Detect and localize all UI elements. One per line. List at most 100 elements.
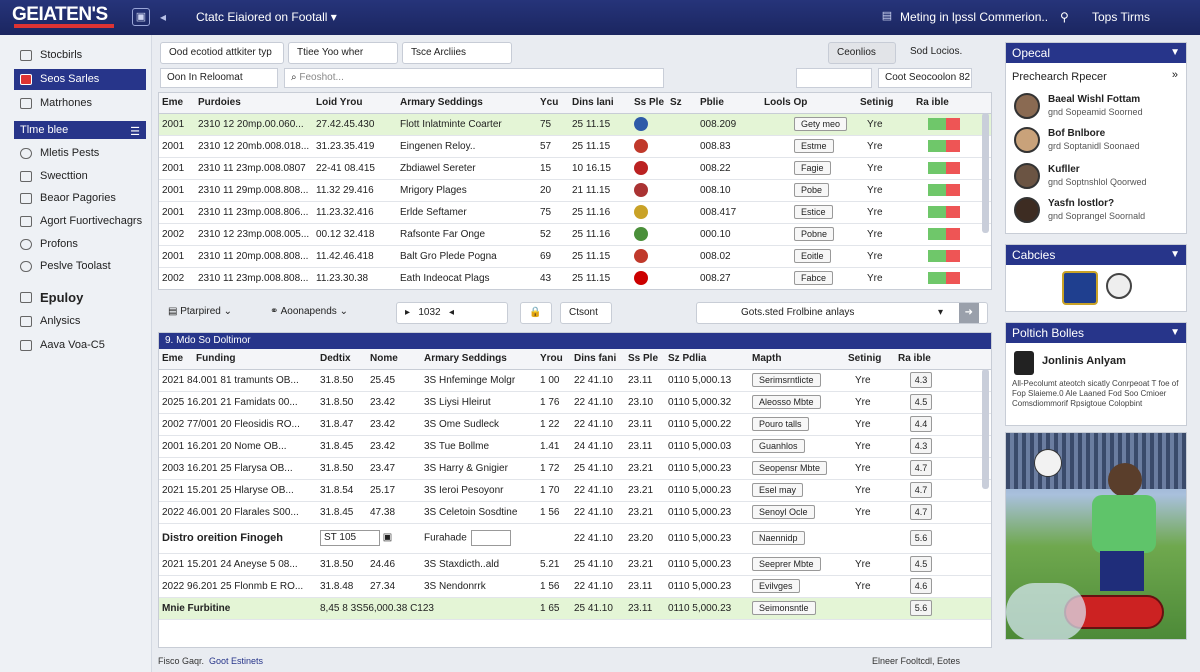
ratio-bar[interactable]	[928, 140, 960, 152]
top-right-link[interactable]: Tops Tirms	[1092, 10, 1151, 24]
col-header[interactable]: Sz Pdlia	[665, 349, 749, 370]
table-row[interactable]: 2025 16.201 21 Famidats 00... 31.8.50 23.4…	[159, 391, 991, 414]
col-header[interactable]: Ss Ple	[631, 93, 667, 114]
calendar-icon[interactable]: ▣	[380, 532, 393, 543]
col-header[interactable]: Eme	[159, 93, 195, 114]
row-action-button[interactable]: Guanhlos	[752, 439, 805, 453]
window-icon[interactable]: ▣	[132, 8, 150, 26]
sidebar-item-beaor-pagories[interactable]: Beaor Pagories	[14, 188, 146, 209]
table-row[interactable]: 2021 15.201 25 Hlaryse OB... 31.8.54 25.17…	[159, 479, 991, 502]
rating-box[interactable]: 5.6	[910, 530, 932, 546]
sidebar-item-peslve-toolast[interactable]: Peslve Toolast	[14, 256, 146, 277]
ratio-bar[interactable]	[928, 162, 960, 174]
ratio-bar[interactable]	[928, 250, 960, 262]
rating-box[interactable]: 4.4	[910, 416, 932, 432]
table-row[interactable]: 2001 2310 11 20mp.008.808... 11.42.46.418 B…	[159, 245, 991, 268]
table-row[interactable]: 2001 2310 11 29mp.008.808... 11.32 29.416 M…	[159, 179, 991, 202]
sidebar-item-profons[interactable]: Profons	[14, 234, 146, 255]
row-action-button[interactable]: Serimsrntlicte	[752, 373, 821, 387]
distribution-row[interactable]: Distro oreition Finogeh ST 105 ▣ Furahade 2…	[159, 523, 991, 554]
col-header[interactable]: Ra ible	[913, 93, 991, 114]
sidebar-item-agort[interactable]: Agort Fuortivechagrs	[14, 211, 146, 232]
arrow-right-icon[interactable]: ➜	[958, 303, 979, 323]
club-crest-icon[interactable]	[1062, 271, 1098, 305]
row-action-button[interactable]: Pouro talls	[752, 417, 809, 431]
col-header[interactable]: Sz	[667, 93, 697, 114]
search-input[interactable]: ⌕ Feoshot...	[284, 68, 664, 88]
col-header[interactable]: Setinig	[845, 349, 895, 370]
row-action-button[interactable]: Fabce	[794, 271, 834, 285]
page-title-dropdown[interactable]: Ctatc Eiaiored on Footall ▾	[196, 10, 337, 24]
rating-box[interactable]: 4.6	[910, 578, 932, 594]
empty-field[interactable]	[796, 68, 872, 88]
opecal-header[interactable]: Opecal ▼	[1006, 43, 1186, 63]
secondary-search[interactable]: Coot Seocoolon 82	[878, 68, 972, 88]
expand-icon[interactable]: »	[1171, 69, 1178, 81]
sidebar-item-anlysics[interactable]: Anlysics	[14, 311, 146, 332]
chevron-down-icon[interactable]: ▼	[1170, 47, 1180, 58]
table-row[interactable]: 2022 96.201 25 Flonmb E RO... 31.8.48 27.3…	[159, 575, 991, 598]
ratio-bar[interactable]	[928, 272, 960, 284]
row-action-button[interactable]: Seeprer Mbte	[752, 557, 821, 571]
back-arrow-icon[interactable]: ◂	[160, 10, 167, 24]
person-item[interactable]: Yasfn lostlor? gnd Soprangel Soornald	[1014, 197, 1184, 227]
col-header[interactable]: Armary Seddings	[397, 93, 537, 114]
ratio-bar[interactable]	[928, 206, 960, 218]
poltich-header[interactable]: Poltich Bolles ▼	[1006, 323, 1186, 343]
col-header[interactable]: Dins fani	[571, 349, 625, 370]
row-action-button[interactable]: Estice	[794, 205, 833, 219]
ratio-bar[interactable]	[928, 118, 960, 130]
reset-button[interactable]: Ctsont	[560, 302, 612, 324]
col-header[interactable]: Ss Ple	[625, 349, 665, 370]
row-action-button[interactable]: Eoitle	[794, 249, 831, 263]
rating-box[interactable]: 5.6	[910, 600, 932, 616]
rating-box[interactable]: 4.7	[910, 504, 932, 520]
col-header[interactable]: Ra ible	[895, 349, 991, 370]
filter-chip-time[interactable]: Ttiee Yoo wher	[288, 42, 398, 64]
scrollbar[interactable]	[982, 369, 989, 489]
components-toggle[interactable]: ⚭ Aoonapends ⌄	[262, 302, 372, 324]
ratio-bar[interactable]	[928, 228, 960, 240]
table-row[interactable]: 2002 2310 12 23mp.008.005... 00.12 32.418 R…	[159, 223, 991, 246]
rating-box[interactable]: 4.3	[910, 438, 932, 454]
col-header[interactable]: Nome	[367, 349, 421, 370]
row-action-button[interactable]: Evilvges	[752, 579, 800, 593]
table-row[interactable]: 2022 46.001 20 Flarales S00... 31.8.45 47.…	[159, 501, 991, 524]
col-header[interactable]: Setinig	[857, 93, 913, 114]
rating-box[interactable]: 4.3	[910, 372, 932, 388]
col-header[interactable]: Pblie	[697, 93, 761, 114]
toggle-chip[interactable]: Ceonlios	[828, 42, 896, 64]
sidebar-section-tlme-blee[interactable]: Tlme blee ☰	[14, 121, 146, 139]
ratio-bar[interactable]	[928, 184, 960, 196]
col-header[interactable]: Mapth	[749, 349, 845, 370]
person-item[interactable]: Bof Bnlbore grd Soptanidl Soonaed	[1014, 127, 1184, 157]
row-action-button[interactable]: Gety meo	[794, 117, 848, 131]
row-action-button[interactable]: Seopensr Mbte	[752, 461, 828, 475]
sidebar-item-aava[interactable]: Aava Voa-C5	[14, 335, 146, 356]
location-field[interactable]: Oon In Reloomat	[160, 68, 278, 88]
chevron-down-icon[interactable]: ▼	[1170, 249, 1180, 260]
table-row[interactable]: 2001 2310 11 23mp.008.806... 11.23.32.416 E…	[159, 201, 991, 224]
col-header[interactable]: Ycu	[537, 93, 569, 114]
prepared-toggle[interactable]: ▤ Ptarpired ⌄	[160, 302, 240, 324]
row-action-button[interactable]: Seimonsntle	[752, 601, 816, 615]
row-action-button[interactable]: Estme	[794, 139, 834, 153]
prev-icon[interactable]: ◂	[448, 307, 454, 318]
col-header[interactable]: Yrou	[537, 349, 571, 370]
rating-box[interactable]: 4.7	[910, 482, 932, 498]
sidebar-item-swecttion[interactable]: Swecttion	[14, 166, 146, 187]
table-row[interactable]: 2001 2310 11 23mp.008.0807 22-41 08.415 Zbd…	[159, 157, 991, 180]
col-header[interactable]: Armary Seddings	[421, 349, 537, 370]
row-action-button[interactable]: Pobe	[794, 183, 830, 197]
table-row[interactable]: 2021 84.001 81 tramunts OB... 31.8.50 25.4…	[159, 369, 991, 392]
meeting-link[interactable]: Meting in lpssl Commerion..	[900, 10, 1049, 24]
app-logo[interactable]: GEIATEN'S	[12, 4, 108, 25]
scale-link[interactable]: Sod Locios.	[910, 46, 963, 57]
filter-chip-archives[interactable]: Tsce Arcliies	[402, 42, 512, 64]
table-row[interactable]: 2001 16.201 20 Nome OB... 31.8.45 23.42 3S …	[159, 435, 991, 458]
table-row[interactable]: 2021 15.201 24 Aneyse 5 08... 31.8.50 24.4…	[159, 553, 991, 576]
distribution-input[interactable]: ST 105	[320, 530, 380, 546]
sidebar-item-stocbirls[interactable]: Stocbirls	[14, 45, 146, 66]
sidebar-item-matrhones[interactable]: Matrhones	[14, 93, 146, 114]
row-action-button[interactable]: Fagie	[794, 161, 831, 175]
